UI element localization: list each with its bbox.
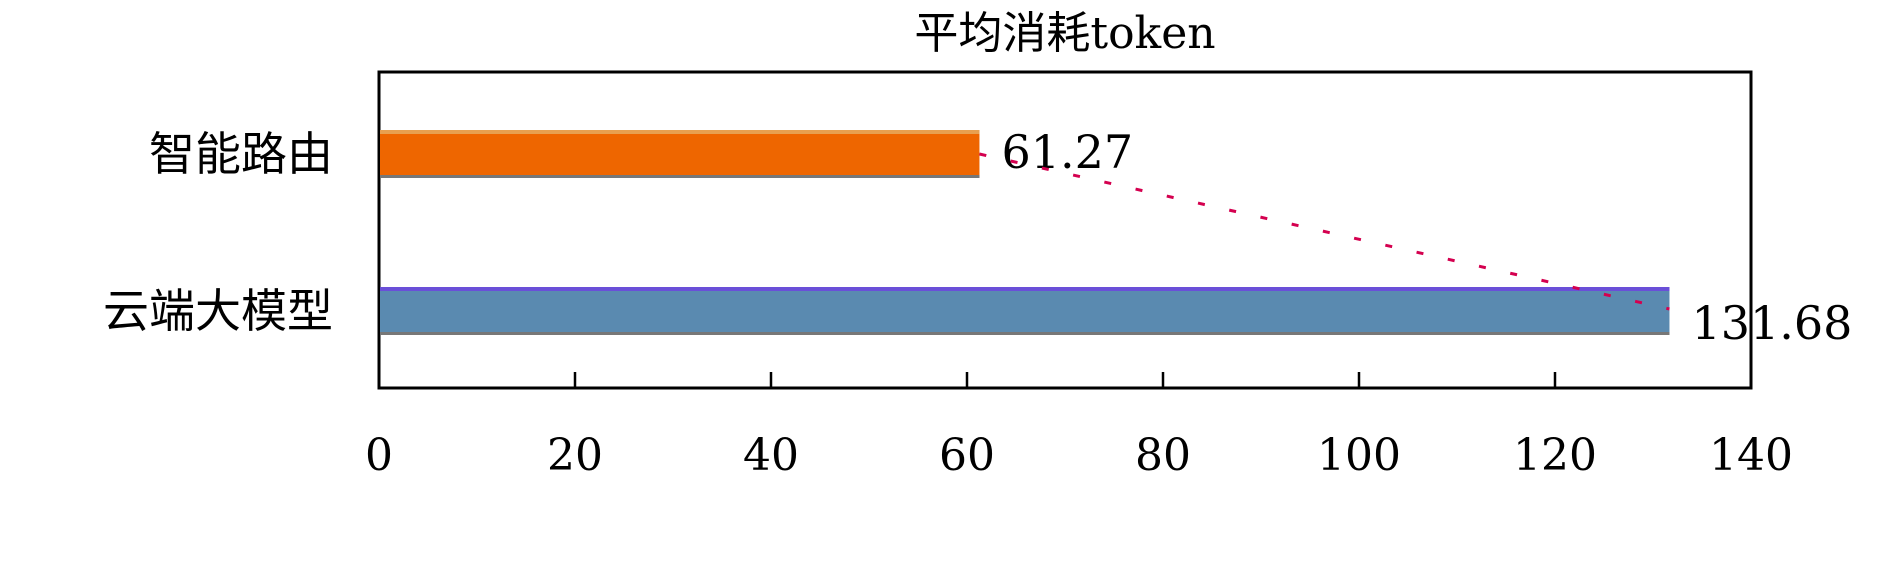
x-tick-label: 20 xyxy=(547,430,603,481)
data-label: 61.27 xyxy=(1001,125,1133,179)
bar-bottom-edge xyxy=(380,332,1670,335)
bar xyxy=(380,287,1670,335)
x-tick-label: 120 xyxy=(1513,430,1597,481)
bar-top-edge xyxy=(380,130,980,134)
x-tick-label: 80 xyxy=(1135,430,1191,481)
bar xyxy=(380,130,980,178)
x-tick-label: 140 xyxy=(1709,430,1793,481)
connector-dashed-line xyxy=(979,152,1670,311)
x-tick-label: 40 xyxy=(743,430,799,481)
category-label: 智能路由 xyxy=(149,127,333,181)
plot-frame xyxy=(377,70,1753,390)
bar-bottom-edge xyxy=(380,175,980,178)
x-tick-label: 0 xyxy=(365,430,393,481)
chart-title: 平均消耗token xyxy=(914,8,1215,59)
x-tick-label: 100 xyxy=(1317,430,1401,481)
x-tick-label: 60 xyxy=(939,430,995,481)
data-label: 131.68 xyxy=(1691,296,1852,350)
category-label: 云端大模型 xyxy=(103,284,333,338)
bar-top-edge xyxy=(380,287,1670,291)
